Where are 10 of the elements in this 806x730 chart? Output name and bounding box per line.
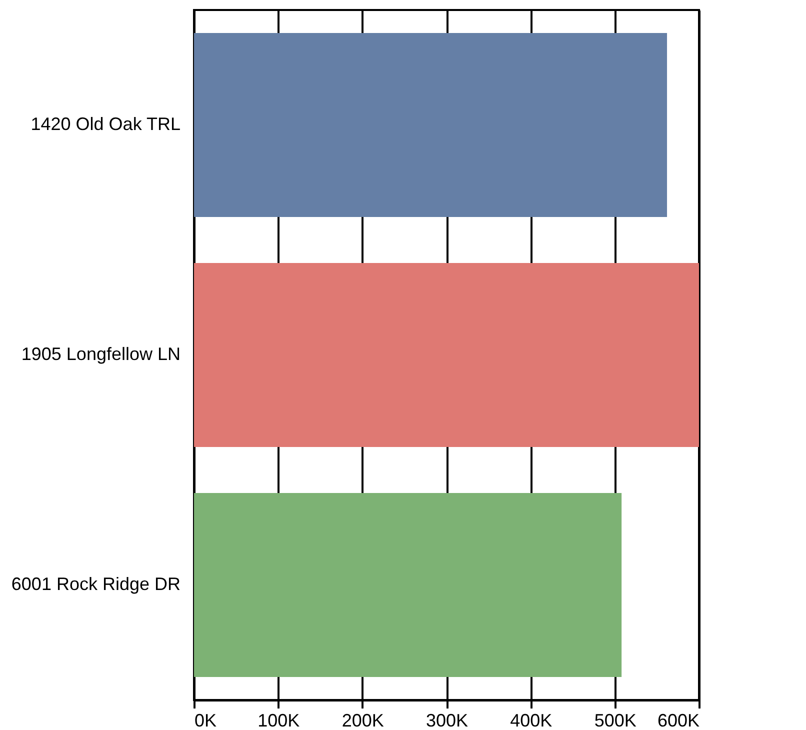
- x-tick-label: 100K: [258, 710, 300, 730]
- x-tick-label: 200K: [342, 710, 384, 730]
- x-tick-label: 400K: [510, 710, 552, 730]
- y-tick-label: 1905 Longfellow LN: [21, 344, 180, 364]
- y-tick-label: 6001 Rock Ridge DR: [11, 574, 180, 594]
- x-tick-label: 500K: [594, 710, 636, 730]
- x-tick-label: 300K: [426, 710, 468, 730]
- x-tick-label: 0K: [194, 710, 217, 730]
- x-tick-label: 600K: [657, 710, 700, 730]
- y-tick-label: 1420 Old Oak TRL: [30, 114, 180, 134]
